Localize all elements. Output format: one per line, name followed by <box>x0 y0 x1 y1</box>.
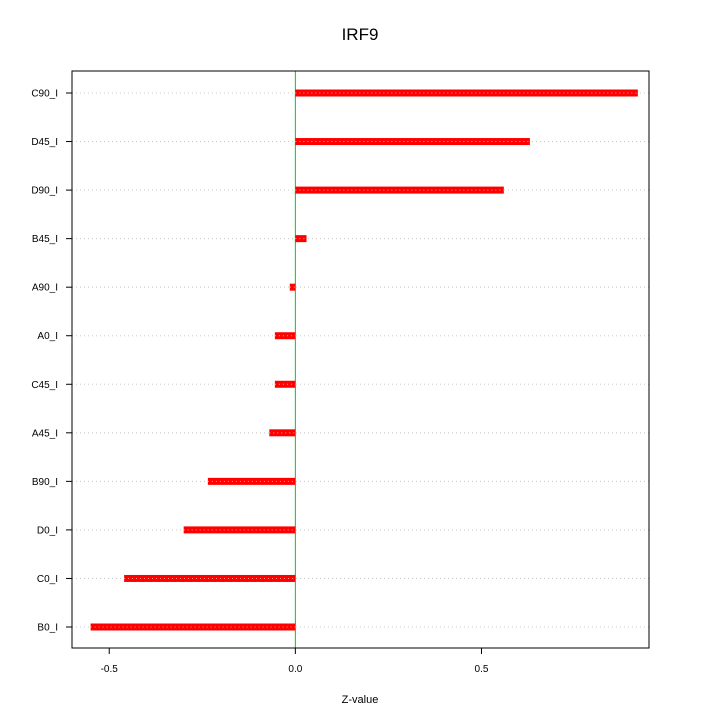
bar-D45_I <box>295 138 530 146</box>
x-tick-label: 0.5 <box>475 664 489 675</box>
y-tick-label: A90_I <box>32 283 58 294</box>
bar-A90_I <box>289 283 296 291</box>
y-tick-label: D90_I <box>31 186 58 197</box>
bar-A45_I <box>269 429 296 437</box>
y-tick-label: A0_I <box>37 331 58 342</box>
bar-B90_I <box>207 477 296 485</box>
y-tick-label: D45_I <box>31 137 58 148</box>
y-tick-label: D0_I <box>37 525 58 536</box>
bar-D0_I <box>183 526 296 534</box>
plot-frame <box>71 70 650 649</box>
x-axis: -0.5 0.0 0.5 <box>101 648 489 675</box>
bar-A0_I <box>274 332 296 340</box>
y-tick-label: B45_I <box>32 234 58 245</box>
y-axis: C90_I D45_I D90_I B45_I A90_I A0_I C45_I A45_I B… <box>31 89 72 634</box>
y-tick-label: A45_I <box>32 428 58 439</box>
y-tick-label: C90_I <box>31 89 58 100</box>
bar-C0_I <box>124 574 296 582</box>
y-tick-label: C45_I <box>31 380 58 391</box>
bar-B45_I <box>295 235 307 243</box>
x-tick-label: -0.5 <box>101 664 119 675</box>
bar-B0_I <box>90 623 296 631</box>
chart-title: IRF9 <box>342 25 379 44</box>
x-axis-label: Z-value <box>342 694 379 706</box>
bar-C45_I <box>274 380 296 388</box>
bars <box>90 89 638 631</box>
x-tick-label: 0.0 <box>288 664 302 675</box>
grid-lines <box>72 92 649 628</box>
y-tick-label: B0_I <box>37 623 58 634</box>
y-tick-label: B90_I <box>32 477 58 488</box>
bar-C90_I <box>295 89 638 97</box>
y-tick-label: C0_I <box>37 574 58 585</box>
